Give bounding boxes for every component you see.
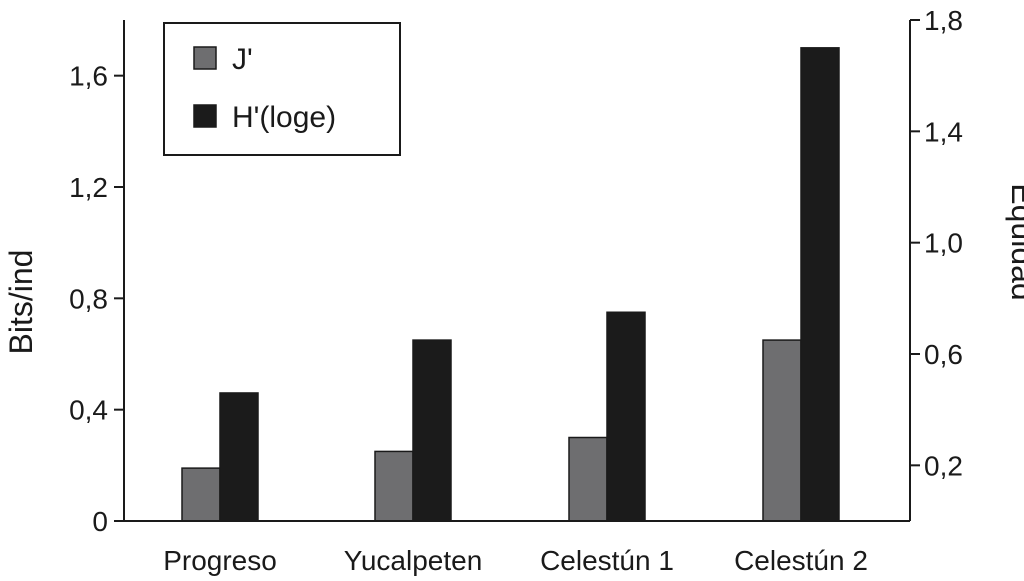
bar-h-2: [606, 311, 646, 522]
x-tick-label: Celestún 1: [540, 545, 674, 576]
bar-j-2: [568, 436, 608, 522]
bar-j-3: [762, 339, 802, 522]
y-axis-title-left: Bits/ind: [3, 250, 39, 355]
bar-h-1: [412, 339, 452, 522]
x-tick-label: Yucalpeten: [344, 545, 483, 576]
axes-group: [123, 20, 911, 522]
legend-swatch-h: [193, 104, 217, 128]
y-tick-left-label: 0,4: [69, 395, 108, 426]
bar-j-0: [181, 467, 221, 522]
y-tick-left-label: 1,6: [69, 61, 108, 92]
y-tick-left-label: 0,8: [69, 283, 108, 314]
bar-h-0: [219, 392, 259, 522]
y-tick-right-label: 1,8: [924, 5, 963, 36]
bar-h-3: [800, 47, 840, 522]
y-tick-left-label: 0: [92, 506, 108, 537]
y-axis-title-right: Equidad: [1005, 183, 1024, 300]
bar-j-1: [374, 450, 414, 522]
bars-group: [181, 47, 840, 522]
legend: J' H'(loge): [163, 22, 401, 156]
legend-box: [163, 22, 401, 156]
legend-label-j: J': [232, 43, 253, 76]
y-ticks-left: 0 0,4 0,8 1,2 1,6: [69, 61, 124, 537]
legend-swatch-j: [193, 46, 217, 70]
y-tick-left-label: 1,2: [69, 172, 108, 203]
y-ticks-right: 0,2 0,6 1,0 1,4 1,8: [910, 5, 963, 481]
x-tick-label: Celestún 2: [734, 545, 868, 576]
x-tick-label: Progreso: [163, 545, 277, 576]
x-tick-labels: Progreso Yucalpeten Celestún 1 Celestún 2: [163, 545, 868, 576]
y-tick-right-label: 1,4: [924, 116, 963, 147]
y-tick-right-label: 0,6: [924, 339, 963, 370]
y-tick-right-label: 0,2: [924, 450, 963, 481]
y-tick-right-label: 1,0: [924, 228, 963, 259]
legend-label-h: H'(loge): [232, 101, 336, 134]
